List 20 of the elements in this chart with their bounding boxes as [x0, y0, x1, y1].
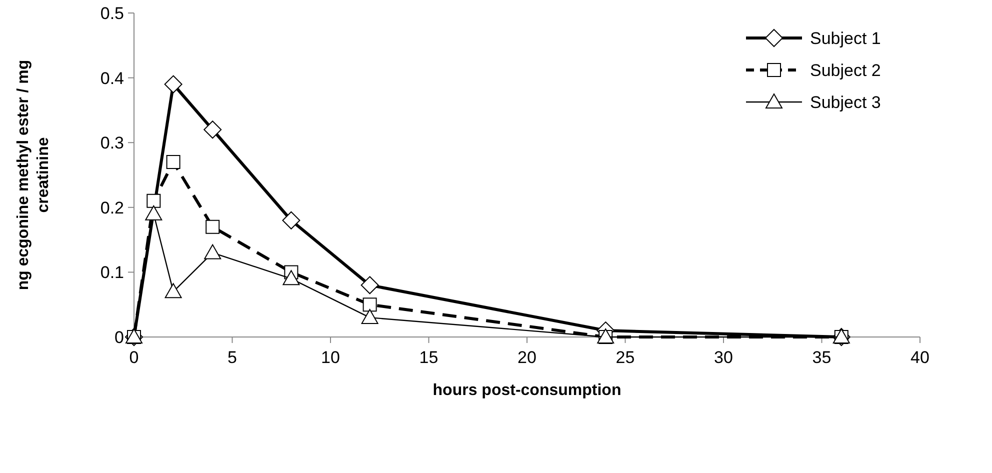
x-tick-label: 10	[321, 348, 340, 367]
y-tick-label: 0.1	[100, 263, 124, 282]
y-tick-label: 0.5	[100, 4, 124, 23]
y-axis-title: ng ecgonine methyl ester / mg creatinine	[15, 60, 52, 290]
legend-label: Subject 2	[810, 60, 881, 80]
x-tick-label: 5	[228, 348, 237, 367]
x-tick-label: 0	[129, 348, 139, 367]
y-tick-label: 0.2	[100, 198, 124, 218]
x-tick-label: 40	[910, 348, 930, 367]
x-tick-label: 30	[714, 348, 733, 367]
x-tick-label: 35	[812, 348, 832, 367]
x-axis-title: hours post-consumption	[432, 382, 622, 399]
legend-label: Subject 1	[810, 28, 881, 48]
y-tick-label: 0	[114, 328, 124, 347]
y-tick-label: 0.3	[100, 134, 124, 153]
x-tick-label: 25	[616, 348, 635, 367]
y-tick-label: 0.4	[100, 68, 124, 88]
legend-label: Subject 3	[810, 92, 881, 112]
x-tick-label: 20	[518, 348, 536, 367]
x-tick-label: 15	[419, 348, 438, 367]
